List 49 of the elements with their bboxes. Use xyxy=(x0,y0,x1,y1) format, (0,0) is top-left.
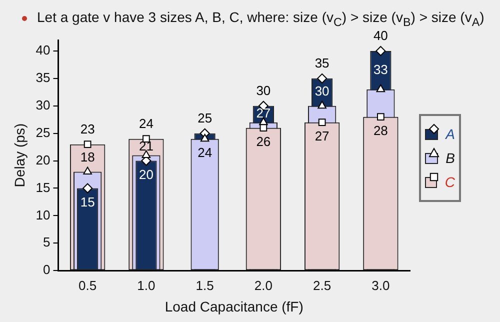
point xyxy=(83,166,92,175)
x-tick-label: 0.5 xyxy=(78,278,97,293)
x-tick-label: 2.5 xyxy=(313,278,332,293)
y-tick-label: 15 xyxy=(36,180,50,195)
point xyxy=(318,118,326,126)
y-tick-label: 25 xyxy=(36,124,50,140)
data-label: 28 xyxy=(373,122,388,138)
point xyxy=(317,73,328,84)
chart-title: Let a gate v have 3 sizes A, B, C, where: size (v$_{C}$) > size (v$_{B}$) > size (v$_{A}$) xyxy=(37,9,484,29)
x-tick-label: 1.0 xyxy=(137,278,156,293)
y-axis-title: Delay (ps) xyxy=(11,123,28,188)
data-label: 30 xyxy=(256,82,271,98)
legend-label: A xyxy=(446,126,455,142)
data-label: 30 xyxy=(314,84,330,99)
data-label: 20 xyxy=(138,166,154,182)
data-label: 24 xyxy=(198,144,212,160)
point xyxy=(376,46,386,56)
data-label: 18 xyxy=(80,150,95,165)
data-label: 15 xyxy=(80,194,95,210)
x-tick-label: 3.0 xyxy=(372,278,390,293)
point xyxy=(260,124,268,132)
point xyxy=(200,134,210,142)
point xyxy=(376,84,386,92)
x-tick-label: 1.5 xyxy=(196,278,214,293)
point xyxy=(142,150,151,158)
y-tick-label: 5 xyxy=(43,234,50,250)
point xyxy=(82,183,93,194)
data-label: 27 xyxy=(256,106,271,121)
x-axis-title: Load Capacitance (fF) xyxy=(164,298,304,314)
x-tick-label: 2.0 xyxy=(254,278,272,293)
y-tick-label: 20 xyxy=(36,152,50,168)
data-label: 25 xyxy=(198,110,212,126)
legend-label: B xyxy=(446,150,455,166)
point xyxy=(318,100,326,109)
y-tick-label: 0 xyxy=(43,262,50,278)
y-tick-label: 10 xyxy=(36,207,50,222)
y-tick-label: 30 xyxy=(36,97,50,112)
data-label: 40 xyxy=(373,28,388,44)
data-label: 23 xyxy=(80,121,95,136)
legend-label: C xyxy=(444,174,455,190)
point xyxy=(84,140,92,148)
point xyxy=(377,113,384,121)
data-label: 26 xyxy=(256,134,271,149)
data-label: 33 xyxy=(373,62,388,77)
y-tick-label: 40 xyxy=(36,42,50,58)
data-label: 24 xyxy=(138,116,154,131)
data-label: 35 xyxy=(314,56,330,71)
data-label: 27 xyxy=(314,128,330,144)
y-tick-label: 35 xyxy=(36,70,50,86)
